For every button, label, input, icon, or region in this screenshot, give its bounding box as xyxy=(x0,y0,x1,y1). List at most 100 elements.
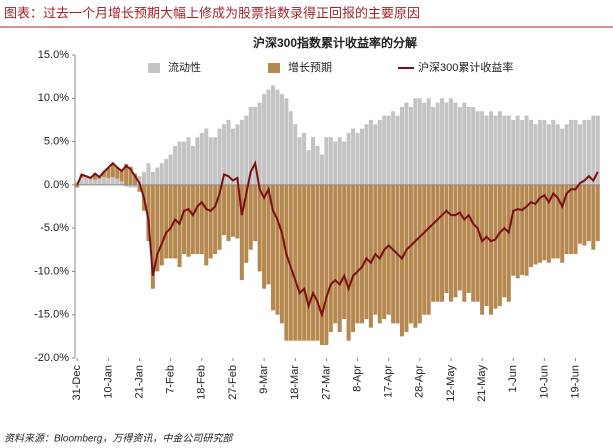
bar xyxy=(293,124,298,185)
bar xyxy=(364,184,369,320)
bar xyxy=(266,184,271,285)
legend-label: 流动性 xyxy=(168,60,201,74)
bar xyxy=(248,106,253,185)
legend-label: 增长预期 xyxy=(288,60,332,74)
bar xyxy=(555,124,560,185)
bar xyxy=(359,128,364,185)
x-tick-label: 18-Mar xyxy=(289,365,301,400)
source: 资料来源：Bloomberg，万得资讯，中金公司研究部 xyxy=(4,433,234,445)
bar xyxy=(377,184,382,324)
bar xyxy=(155,167,160,185)
bar xyxy=(182,184,187,255)
bar xyxy=(591,184,596,250)
bar xyxy=(520,119,525,185)
bar xyxy=(293,184,298,341)
bar xyxy=(150,184,155,289)
bar xyxy=(346,132,351,185)
bar xyxy=(511,119,516,185)
bar xyxy=(244,184,249,263)
bar xyxy=(364,124,369,185)
bar xyxy=(351,128,356,185)
bar xyxy=(462,102,467,185)
bar xyxy=(480,111,485,185)
bar xyxy=(324,184,329,346)
bar xyxy=(564,184,569,255)
bar xyxy=(204,128,209,185)
bar xyxy=(222,124,227,185)
bar xyxy=(569,119,574,185)
bar xyxy=(275,89,280,185)
bar xyxy=(444,102,449,185)
bar xyxy=(382,115,387,185)
bar xyxy=(497,111,502,185)
bar xyxy=(311,137,316,185)
bar xyxy=(493,184,498,309)
x-tick-label: 9-Mar xyxy=(258,365,270,394)
bar xyxy=(520,184,525,275)
bar xyxy=(217,128,222,185)
bar xyxy=(542,119,547,185)
bar xyxy=(173,145,178,185)
bar xyxy=(435,184,440,302)
bar xyxy=(466,106,471,185)
bar xyxy=(319,154,324,185)
bar xyxy=(128,166,133,185)
bar xyxy=(106,177,111,185)
bar xyxy=(164,158,169,185)
bar xyxy=(586,184,591,242)
bar xyxy=(199,184,204,255)
bar xyxy=(480,184,485,315)
bar xyxy=(373,184,378,315)
bar xyxy=(515,184,520,279)
bar xyxy=(431,184,436,302)
y-tick-label: -5.0% xyxy=(40,222,69,234)
y-tick-label: 5.0% xyxy=(44,135,69,147)
bar xyxy=(257,102,262,185)
bar xyxy=(457,106,462,185)
x-tick-label: 31-Dec xyxy=(71,365,83,401)
bar xyxy=(391,184,396,324)
bar xyxy=(400,184,405,337)
x-tick-label: 1-Jun xyxy=(507,365,519,393)
legend-swatch xyxy=(268,63,280,73)
bar xyxy=(582,184,587,246)
bar xyxy=(297,184,302,341)
bar xyxy=(311,184,316,341)
bar xyxy=(546,184,551,263)
bar xyxy=(595,184,600,242)
bar xyxy=(101,177,106,185)
bar xyxy=(93,179,98,185)
bar xyxy=(555,184,560,259)
x-tick-label: 12-May xyxy=(445,365,457,402)
bar xyxy=(440,184,445,302)
bar xyxy=(342,184,347,320)
y-tick-label: -10.0% xyxy=(34,265,69,277)
bar xyxy=(368,119,373,185)
bar xyxy=(204,184,209,266)
bar xyxy=(422,102,427,185)
bar xyxy=(279,93,284,185)
bar xyxy=(115,178,120,185)
bar xyxy=(493,115,498,185)
bar xyxy=(404,102,409,185)
bar xyxy=(551,184,556,259)
bar xyxy=(146,184,151,242)
bar xyxy=(524,115,529,185)
bar xyxy=(488,184,493,315)
bar xyxy=(270,184,275,311)
bar xyxy=(226,119,231,185)
bar xyxy=(128,184,133,188)
bar xyxy=(306,150,311,185)
bar xyxy=(551,119,556,185)
bar xyxy=(408,184,413,324)
bar xyxy=(328,184,333,333)
bar xyxy=(502,184,507,298)
bar xyxy=(448,98,453,185)
bar xyxy=(137,176,142,185)
bar xyxy=(235,184,240,239)
bar xyxy=(101,171,106,178)
bar xyxy=(577,184,582,244)
bar xyxy=(453,184,458,298)
bar xyxy=(573,184,578,255)
